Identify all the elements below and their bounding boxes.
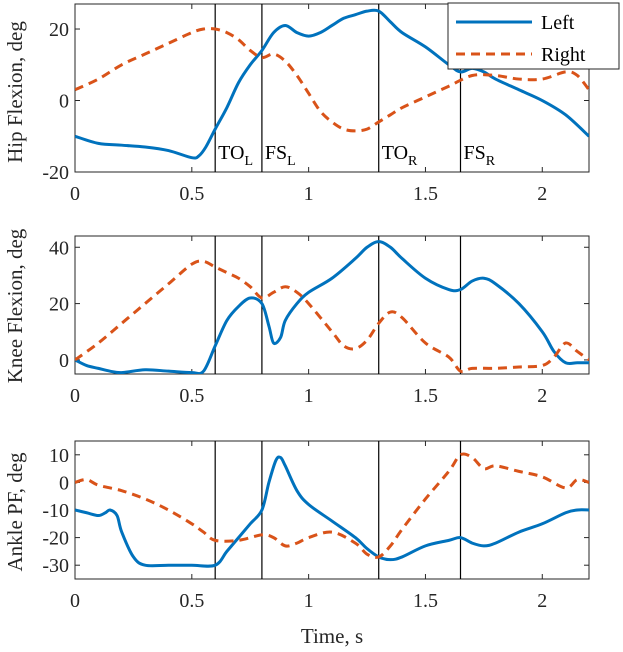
y-tick-label: 0	[59, 472, 69, 494]
x-tick-label: 1.5	[413, 590, 438, 612]
y-tick-label: -10	[42, 500, 69, 522]
x-tick-label: 1.5	[413, 385, 438, 407]
legend-left-label: Left	[541, 12, 575, 34]
x-tick-label: 0	[70, 590, 80, 612]
legend: Left Right	[447, 2, 620, 70]
x-tick-label: 0	[70, 183, 80, 205]
y-axis-label: Ankle PF, deg	[3, 452, 27, 572]
x-axis-label: Time, s	[301, 624, 363, 648]
y-axis-label: Hip Flexion, deg	[3, 21, 27, 163]
series-left	[75, 240, 589, 374]
y-tick-label: -30	[42, 555, 69, 577]
x-tick-label: 0.5	[179, 183, 204, 205]
y-tick-label: 0	[59, 91, 69, 113]
series-right	[75, 27, 589, 133]
x-tick-label: 0	[70, 385, 80, 407]
y-tick-label: 10	[49, 445, 69, 467]
legend-right-label: Right	[541, 44, 586, 66]
series-right	[75, 452, 589, 559]
x-tick-label: 1.5	[413, 183, 438, 205]
x-tick-label: 0.5	[179, 385, 204, 407]
y-tick-label: 20	[49, 294, 69, 316]
series-right	[75, 259, 589, 374]
y-tick-label: -20	[42, 528, 69, 550]
y-axis-label: Knee Flexion, deg	[3, 228, 27, 383]
series-left	[75, 455, 589, 568]
x-tick-label: 0.5	[179, 590, 204, 612]
legend-box	[447, 2, 620, 70]
x-tick-label: 1	[304, 590, 314, 612]
axes-box	[74, 440, 590, 580]
y-tick-label: 40	[49, 237, 69, 259]
y-tick-label: 20	[49, 19, 69, 41]
y-tick-label: 0	[59, 350, 69, 372]
x-tick-label: 1	[304, 385, 314, 407]
panel-2: 0 20 40 0 0.5 1 1.5 2 Knee Flexion, deg	[3, 228, 590, 407]
x-tick-label: 2	[537, 590, 547, 612]
y-tick-label: -20	[42, 162, 69, 184]
event-label-to-r: TOR	[382, 142, 418, 169]
event-label-fs-l: FSL	[265, 142, 296, 169]
x-tick-label: 2	[537, 183, 547, 205]
x-tick-label: 2	[537, 385, 547, 407]
x-tick-label: 1	[304, 183, 314, 205]
event-label-fs-r: FSR	[464, 142, 496, 169]
event-label-to-l: TOL	[218, 142, 253, 169]
axes-box	[74, 235, 590, 375]
panel-3: -30 -20 -10 0 10 0 0.5 1 1.5 2 Ankle PF, deg	[3, 440, 590, 612]
